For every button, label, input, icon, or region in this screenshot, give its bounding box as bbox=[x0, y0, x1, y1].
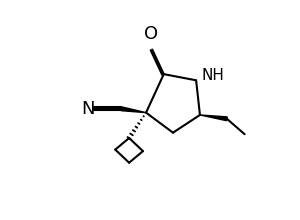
Text: NH: NH bbox=[202, 68, 224, 83]
Polygon shape bbox=[121, 107, 146, 113]
Text: N: N bbox=[81, 100, 94, 118]
Text: O: O bbox=[144, 25, 158, 43]
Polygon shape bbox=[200, 115, 227, 121]
